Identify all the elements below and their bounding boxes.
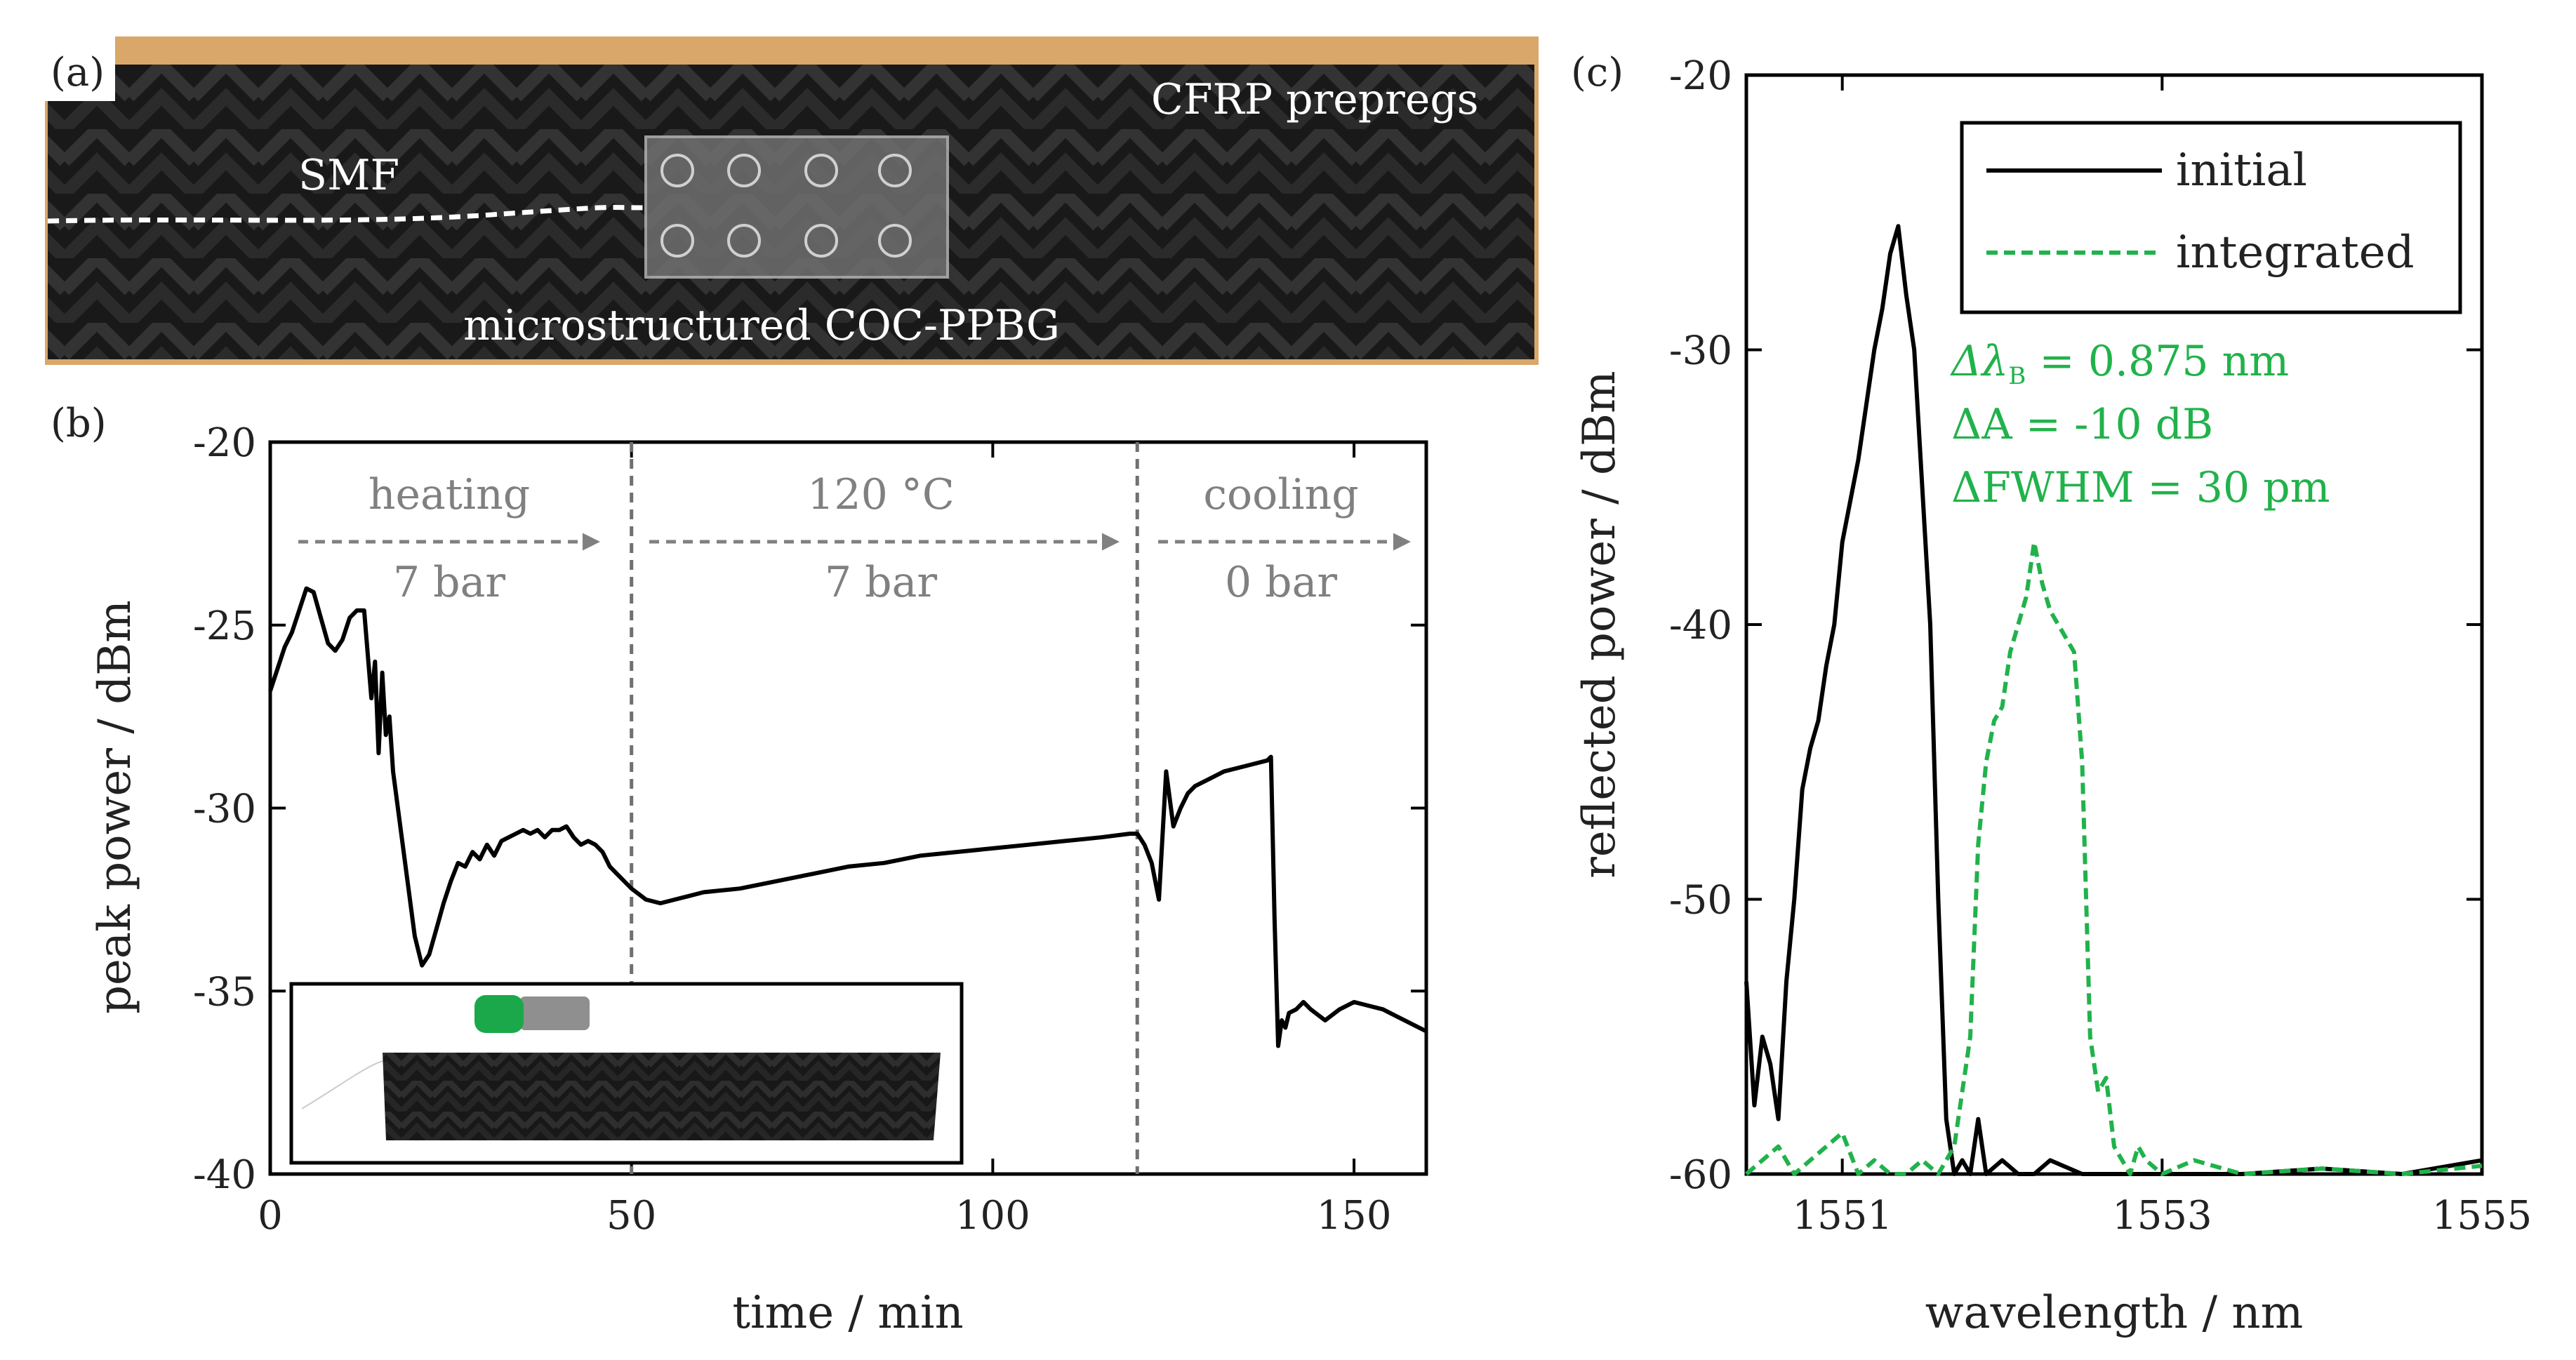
peak-power-series-line bbox=[268, 586, 1428, 1048]
chart0-ytick-label: -35 bbox=[193, 969, 256, 1015]
inset-connector-cap bbox=[474, 995, 524, 1033]
sensor-label: microstructured COC-PPBG bbox=[463, 301, 1060, 350]
chart0-ytick-label: -40 bbox=[193, 1152, 256, 1198]
inset-connector bbox=[519, 996, 590, 1030]
panel-a-label: (a) bbox=[51, 50, 105, 95]
chart1-xtick-label: 1553 bbox=[2112, 1193, 2212, 1239]
panel-c-label: (c) bbox=[1571, 50, 1624, 95]
phase-cooling-pressure: 0 bar bbox=[1225, 558, 1337, 607]
chart0-xtick-label: 150 bbox=[1317, 1193, 1392, 1239]
phase-cooling-label: cooling bbox=[1203, 470, 1358, 519]
phase-hold-pressure: 7 bar bbox=[825, 558, 937, 607]
annotation-delta-lambda: ΔλB = 0.875 nm bbox=[1950, 337, 2289, 390]
inset-photo bbox=[289, 982, 964, 1165]
panel-c-tick-labels: 1551 1553 1555 -20 -30 -40 -50 -60 bbox=[1669, 53, 2532, 1239]
panel-b-label: (b) bbox=[51, 401, 107, 446]
panel-a: (a) CFRP prepregs SMF microstructured CO… bbox=[45, 36, 1539, 365]
phase-heating-pressure: 7 bar bbox=[393, 558, 505, 607]
chart1-xtick-label: 1555 bbox=[2432, 1193, 2532, 1239]
chart1-ytick-label: -40 bbox=[1669, 603, 1732, 648]
chart1-ytick-label: -60 bbox=[1669, 1152, 1732, 1198]
chart1-ytick-label: -30 bbox=[1669, 328, 1732, 374]
chart1-xtick-label: 1551 bbox=[1792, 1193, 1892, 1239]
annotation-delta-a: ΔA = -10 dB bbox=[1951, 400, 2213, 449]
cfrp-label: CFRP prepregs bbox=[1151, 75, 1479, 124]
delta-lambda-symbol: Δλ bbox=[1950, 337, 2008, 386]
panel-b: (b) 0 50 100 150 -20 -25 -30 -35 -40 heating 7 b… bbox=[51, 401, 1428, 1339]
initial-series-line bbox=[1744, 224, 2483, 1176]
chart0-ytick-label: -30 bbox=[193, 787, 256, 832]
panel-b-ylabel: peak power / dBm bbox=[89, 600, 141, 1014]
coc-ppbg-sensor bbox=[644, 135, 949, 279]
panel-c-xlabel: wavelength / nm bbox=[1925, 1287, 2304, 1339]
chart0-xtick-label: 100 bbox=[955, 1193, 1030, 1239]
panel-c-ylabel: reflected power / dBm bbox=[1574, 371, 1626, 878]
legend-integrated-label: integrated bbox=[2176, 227, 2415, 279]
chart0-ytick-label: -25 bbox=[193, 604, 256, 649]
annotation-delta-fwhm: ΔFWHM = 30 pm bbox=[1951, 463, 2330, 512]
phase-hold-label: 120 °C bbox=[807, 470, 955, 519]
chart0-xtick-label: 50 bbox=[606, 1193, 656, 1239]
chart0-ytick-label: -20 bbox=[193, 420, 256, 466]
inset-cfrp-sample bbox=[383, 1053, 941, 1140]
chart1-ytick-label: -50 bbox=[1669, 878, 1732, 924]
smf-label: SMF bbox=[298, 151, 399, 200]
panel-b-tick-labels: 0 50 100 150 -20 -25 -30 -35 -40 bbox=[193, 420, 1392, 1239]
phase-heating-label: heating bbox=[369, 470, 530, 519]
chart0-xtick-label: 0 bbox=[258, 1193, 283, 1239]
panel-c: (c) 1551 1553 1555 -20 -30 -40 -50 -60 initial … bbox=[1571, 50, 2532, 1339]
panel-b-xlabel: time / min bbox=[732, 1287, 963, 1339]
delta-lambda-subscript: B bbox=[2008, 362, 2026, 390]
legend-box bbox=[1960, 121, 2462, 314]
delta-lambda-value: = 0.875 nm bbox=[2026, 337, 2289, 386]
legend-initial-label: initial bbox=[2176, 145, 2307, 196]
integrated-series-line bbox=[1745, 540, 2483, 1176]
chart1-ytick-label: -20 bbox=[1669, 53, 1732, 99]
legend: initial integrated bbox=[1960, 121, 2462, 314]
